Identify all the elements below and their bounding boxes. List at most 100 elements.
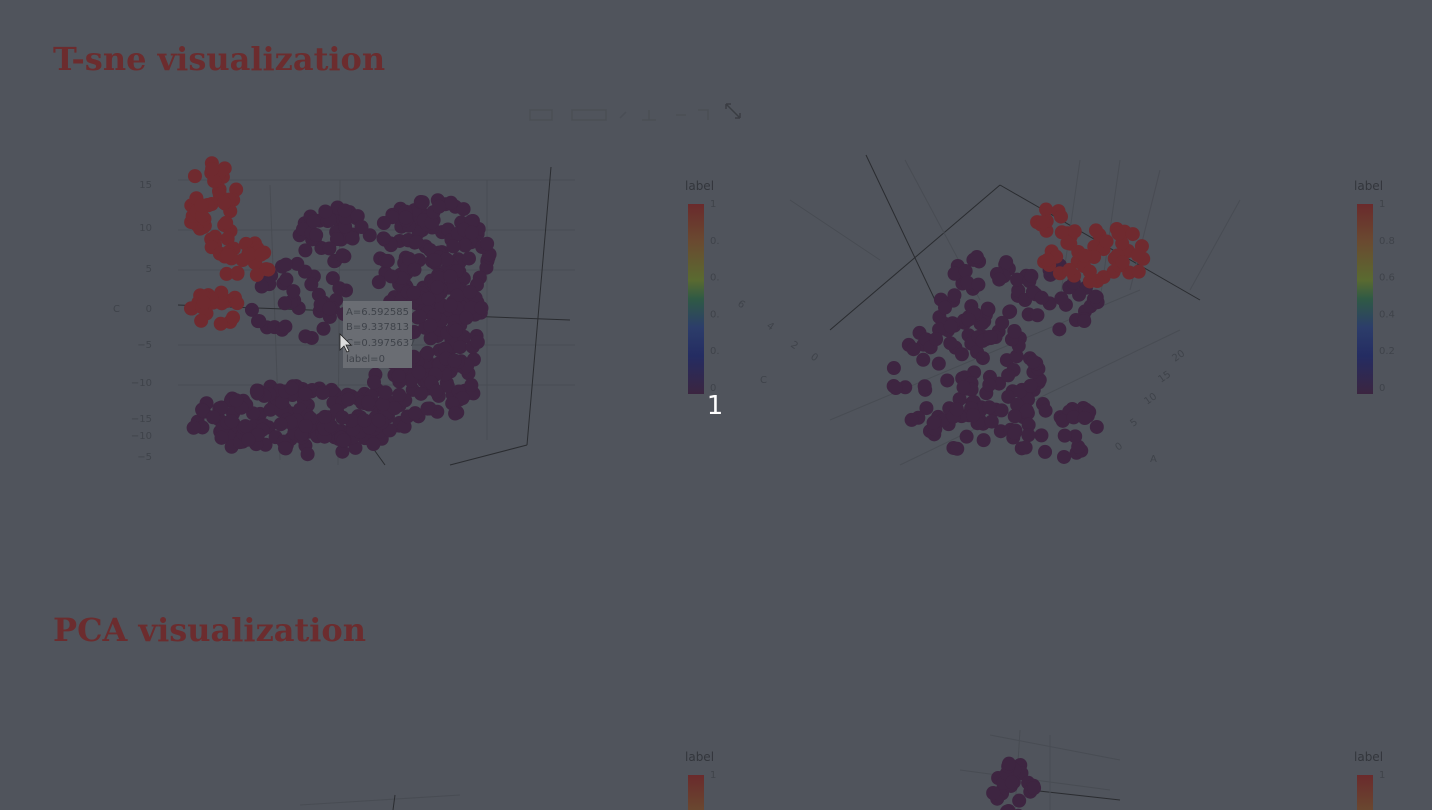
cloud [183, 156, 1151, 464]
point [886, 361, 901, 376]
point [455, 391, 470, 406]
point [254, 279, 269, 294]
point [279, 272, 294, 287]
axis-tick-label: −5 [137, 340, 152, 351]
point [1130, 248, 1145, 263]
point [298, 243, 313, 258]
point [961, 312, 976, 327]
colorbar-title: label [1354, 750, 1383, 764]
colorbar-tick-label: 1 [1379, 770, 1385, 781]
colorbar-tick-label: 0.2 [1379, 346, 1395, 357]
point [249, 267, 264, 282]
point [1009, 349, 1024, 364]
point [1082, 264, 1097, 279]
point [1004, 775, 1019, 790]
point [376, 216, 391, 231]
point [194, 208, 209, 223]
point [195, 403, 210, 418]
point [337, 203, 352, 218]
point [448, 406, 463, 421]
point [184, 301, 199, 316]
modebar[interactable] [529, 103, 741, 121]
point [423, 331, 438, 346]
point [1001, 806, 1014, 810]
colorbar-tick-label: 0. [710, 346, 720, 357]
cloud [986, 756, 1042, 810]
colorbar-tick-label: 0. [710, 236, 720, 247]
point [1010, 272, 1025, 287]
point [1007, 324, 1022, 339]
point [194, 198, 209, 213]
point [1018, 440, 1033, 455]
point [982, 400, 997, 415]
point [409, 234, 424, 249]
point [1026, 354, 1041, 369]
point [439, 252, 454, 267]
point [309, 228, 324, 243]
point [194, 313, 209, 328]
point [458, 238, 473, 253]
colorbar [1357, 204, 1373, 394]
point [290, 256, 305, 271]
colorbar-tick-label: 0 [710, 383, 716, 394]
colorbar-tick-label: 0.6 [1379, 273, 1395, 284]
point-cloud [183, 156, 1151, 810]
point [325, 271, 340, 286]
point [949, 402, 964, 417]
point [407, 262, 422, 277]
point [253, 247, 268, 262]
point [1034, 428, 1049, 443]
point [1001, 756, 1016, 771]
point [217, 161, 232, 176]
point [904, 412, 919, 427]
axis-tick-label: −15 [131, 414, 152, 425]
point [213, 316, 228, 331]
point [413, 386, 428, 401]
point [999, 255, 1014, 270]
point [1125, 227, 1140, 242]
point [1039, 202, 1054, 217]
point [1023, 378, 1038, 393]
point [391, 368, 406, 383]
point [298, 419, 313, 434]
point [420, 401, 435, 416]
colorbar-title: label [1354, 179, 1383, 193]
point [971, 277, 986, 292]
point [440, 379, 455, 394]
point [278, 441, 293, 456]
point [464, 225, 479, 240]
point [1034, 290, 1049, 305]
point [1024, 268, 1039, 283]
point [273, 417, 288, 432]
point [453, 340, 468, 355]
axis-label: A [1150, 454, 1157, 465]
point [366, 375, 381, 390]
axis-tick-label: 0 [808, 351, 820, 364]
axis-tick-label: 15 [1156, 369, 1173, 385]
point [943, 319, 958, 334]
point [1001, 368, 1016, 383]
section-title: T-sne visualization [53, 40, 385, 78]
point [940, 373, 955, 388]
point [956, 380, 971, 395]
point [242, 247, 257, 262]
point [919, 401, 934, 416]
point [1054, 291, 1069, 306]
point [888, 380, 903, 395]
overlay-counter: 1 [707, 391, 724, 421]
colorbar-tick-label: 0. [710, 309, 720, 320]
colorbar-tick-label: 1 [1379, 199, 1385, 210]
point [459, 310, 474, 325]
point [976, 433, 991, 448]
point [252, 314, 267, 329]
point [371, 413, 386, 428]
point [1057, 428, 1072, 443]
colorbar-tick-label: 0.8 [1379, 236, 1395, 247]
point [205, 161, 220, 176]
section-title: PCA visualization [53, 611, 366, 649]
point [392, 387, 407, 402]
point [1077, 248, 1092, 263]
point [357, 413, 372, 428]
point [421, 291, 436, 306]
point [1038, 403, 1053, 418]
